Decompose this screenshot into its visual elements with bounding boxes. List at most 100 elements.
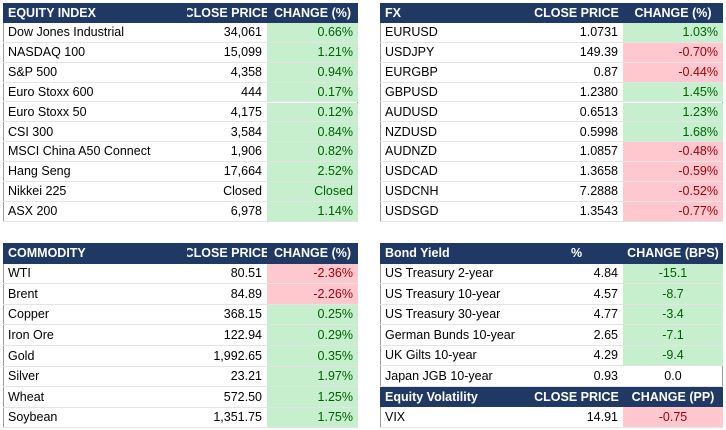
row-label: Japan JGB 10-year (380, 366, 530, 387)
close-value: 0.87 (530, 63, 623, 83)
row-label: EURGBP (380, 63, 530, 83)
row-label: UK Gilts 10-year (380, 346, 530, 366)
row-label: GBPUSD (380, 83, 530, 103)
row-label: WTI (3, 264, 187, 285)
close-value: 4.29 (530, 346, 623, 366)
change-value: 1.25% (267, 387, 358, 408)
row-label: US Treasury 30-year (380, 305, 530, 325)
close-value: 2.65 (530, 325, 623, 346)
header-cell: CLOSE PRICE (187, 3, 267, 23)
close-value: 4.77 (530, 305, 623, 325)
close-value: 122.94 (187, 325, 267, 346)
row-label: US Treasury 2-year (380, 264, 530, 284)
header-cell: CHANGE (%) (267, 3, 358, 23)
row-label: USDCNH (380, 182, 530, 202)
change-value: 0.0 (623, 366, 723, 387)
change-value: 0.29% (267, 325, 358, 346)
row-label: Silver (3, 367, 187, 388)
header-cell: EQUITY INDEX (3, 3, 187, 23)
row-label: VIX (380, 407, 530, 428)
change-value: 0.82% (267, 142, 358, 163)
close-value: 14.91 (530, 407, 623, 428)
row-label: ASX 200 (3, 202, 187, 222)
close-value: 1.2380 (530, 83, 623, 103)
close-value: 1.3658 (530, 162, 623, 183)
change-value: -2.36% (267, 263, 358, 285)
close-value: 0.93 (530, 366, 623, 387)
header-cell: FX (380, 3, 530, 23)
row-label: Euro Stoxx 50 (3, 103, 187, 123)
change-value: -0.77% (623, 202, 723, 222)
row-label: Iron Ore (3, 325, 187, 346)
change-value: -15.1 (623, 263, 723, 284)
row-label: EURUSD (380, 23, 530, 43)
close-value: 4,175 (187, 103, 267, 123)
header-cell: COMMODITY (3, 243, 187, 264)
row-label: NASDAQ 100 (3, 43, 187, 63)
close-value: Closed (187, 182, 267, 202)
row-label: S&P 500 (3, 63, 187, 83)
row-label: USDJPY (380, 43, 530, 63)
close-value: 368.15 (187, 305, 267, 326)
header-cell: CLOSE PRICE (530, 3, 623, 23)
close-value: 4,358 (187, 63, 267, 83)
header-cell: CHANGE (PP) (623, 386, 723, 407)
close-value: 80.51 (187, 264, 267, 285)
close-value: 84.89 (187, 284, 267, 305)
change-value: -0.52% (623, 182, 723, 202)
close-value: 572.50 (187, 387, 267, 408)
change-value: 0.35% (267, 346, 358, 367)
row-label: AUDNZD (380, 142, 530, 163)
close-value: 444 (187, 83, 267, 103)
close-value: 34,061 (187, 23, 267, 43)
change-value: 1.45% (623, 82, 723, 103)
close-value: 149.39 (530, 43, 623, 63)
row-label: USDSGD (380, 202, 530, 222)
row-label: Wheat (3, 387, 187, 408)
header-cell: CLOSE PRICE (530, 386, 623, 407)
header-cell: CHANGE (BPS) (623, 243, 723, 264)
close-value: 0.5998 (530, 122, 623, 143)
change-value: 1.14% (267, 202, 358, 222)
header-cell: CHANGE (%) (267, 243, 358, 264)
row-label: Hang Seng (3, 162, 187, 183)
row-label: NZDUSD (380, 122, 530, 143)
change-value: -0.44% (623, 62, 723, 83)
header-cell: Equity Volatility (380, 386, 530, 407)
close-value: 3,584 (187, 122, 267, 143)
change-value: 0.12% (267, 102, 358, 123)
change-value: -8.7 (623, 284, 723, 305)
close-value: 6,978 (187, 202, 267, 222)
change-value: -0.75 (623, 407, 723, 428)
change-value: 0.17% (267, 82, 358, 103)
close-value: 1.0731 (530, 23, 623, 43)
change-value: 2.52% (267, 162, 358, 183)
change-value: -0.48% (623, 142, 723, 163)
change-value: 0.66% (267, 22, 358, 43)
header-cell: CLOSE PRICE (187, 243, 267, 264)
close-value: 4.84 (530, 264, 623, 284)
row-label: USDCAD (380, 162, 530, 183)
change-value: -0.59% (623, 162, 723, 183)
change-value: -3.4 (623, 304, 723, 325)
row-label: Dow Jones Industrial (3, 23, 187, 43)
close-value: 1,906 (187, 142, 267, 163)
close-value: 23.21 (187, 367, 267, 388)
row-label: CSI 300 (3, 122, 187, 143)
change-value: -2.26% (267, 284, 358, 305)
close-value: 1.0857 (530, 142, 623, 163)
change-value: 1.68% (623, 122, 723, 143)
header-cell: CHANGE (%) (623, 3, 723, 23)
change-value: -9.4 (623, 345, 723, 366)
close-value: 17,664 (187, 162, 267, 183)
change-value: 1.75% (267, 407, 358, 429)
change-value: 0.84% (267, 122, 358, 143)
row-label: Nikkei 225 (3, 182, 187, 202)
row-label: US Treasury 10-year (380, 284, 530, 305)
row-label: Euro Stoxx 600 (3, 83, 187, 103)
close-value: 1,992.65 (187, 346, 267, 367)
row-label: Gold (3, 346, 187, 367)
close-value: 1.3543 (530, 202, 623, 222)
change-value: 0.94% (267, 62, 358, 83)
